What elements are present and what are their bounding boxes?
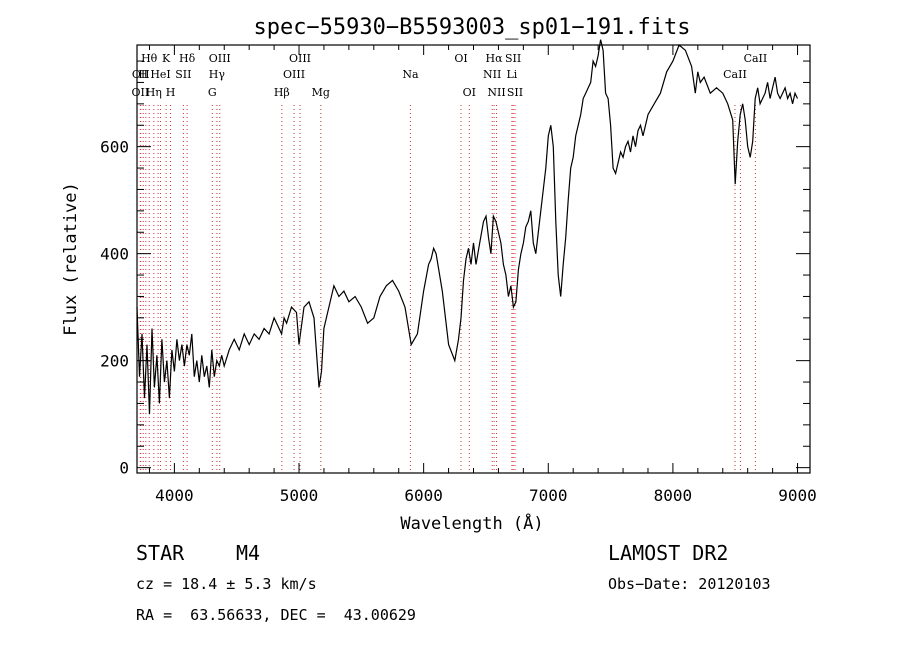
line-label-22: NII (483, 68, 501, 81)
y-tick-label-200: 200 (100, 352, 129, 371)
line-annotation-1: H (138, 68, 148, 81)
line-label-18: Mg (312, 86, 330, 99)
velocity-info: cz = 18.4 ± 5.3 km/s (136, 575, 317, 593)
x-tick-label-9000: 9000 (778, 486, 817, 505)
x-tick-label-7000: 7000 (529, 486, 568, 505)
line-label-25: Li (506, 68, 517, 81)
line-label-10: SII (175, 68, 191, 81)
line-label-0: OII (132, 86, 150, 99)
plot-frame (136, 44, 811, 474)
survey-name: LAMOST DR2 (608, 541, 729, 565)
line-label-21: OI (463, 86, 476, 99)
line-label-15: Hβ (274, 86, 290, 99)
obs-date: Obs−Date: 20120103 (608, 575, 771, 593)
line-label-14: OIII (209, 52, 231, 65)
spectral-line-labels: OIIOIIHηHeIKHSIIHδGHγOIIIHβOIIIOIIIMgNaO… (132, 52, 768, 99)
x-tick-label-4000: 4000 (155, 486, 194, 505)
x-tick-label-8000: 8000 (654, 486, 693, 505)
line-label-27: SII (507, 86, 523, 99)
y-tick-label-0: 0 (119, 459, 129, 478)
chart-title: spec−55930−B5593003_sp01−191.fits (253, 15, 690, 40)
line-label-7: HeI (150, 68, 170, 81)
line-label-17: OIII (289, 52, 311, 65)
y-tick-label-400: 400 (100, 245, 129, 264)
y-axis-label: Flux (relative) (61, 182, 81, 336)
line-label-23: Hα (486, 52, 504, 65)
line-label-1: OII (132, 68, 150, 81)
line-label-16: OIII (283, 68, 305, 81)
line-label-20: OI (454, 52, 467, 65)
line-annotation-0: Hθ (141, 52, 158, 65)
line-label-13: Hγ (209, 68, 226, 81)
x-axis-label: Wavelength (Å) (400, 512, 543, 534)
object-subclass: M4 (236, 541, 261, 565)
object-class: STAR (136, 541, 185, 565)
line-label-5: Hη (146, 86, 162, 99)
x-tick-label-6000: 6000 (404, 486, 443, 505)
x-tick-label-5000: 5000 (280, 486, 319, 505)
line-label-24: NII (487, 86, 505, 99)
line-label-19: Na (402, 68, 419, 81)
x-axis: 4000 5000 6000 7000 8000 9000 (148, 45, 817, 505)
line-label-9: H (166, 86, 176, 99)
spectral-line-markers (139, 105, 756, 473)
spectrum-line (136, 39, 799, 415)
line-label-26: SII (505, 52, 521, 65)
coordinates: RA = 63.56633, DEC = 43.00629 (136, 606, 416, 624)
line-label-8: K (162, 52, 171, 65)
y-axis: 0 200 400 600 (100, 60, 810, 478)
y-tick-label-600: 600 (100, 138, 129, 157)
line-label-12: G (208, 86, 217, 99)
line-label-28: CaII (723, 68, 747, 81)
line-label-11: Hδ (179, 52, 196, 65)
line-label-30: CaII (744, 52, 768, 65)
